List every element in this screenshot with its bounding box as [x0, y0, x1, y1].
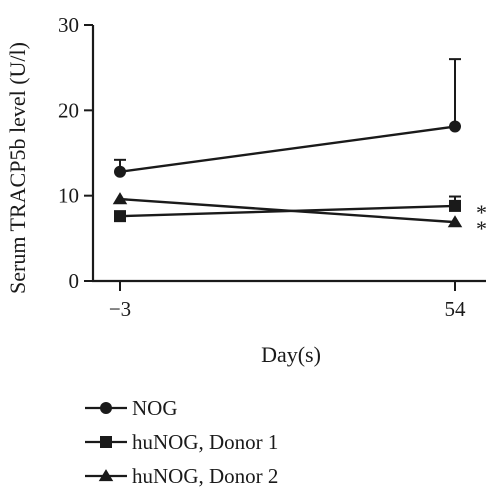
series-line-1	[119, 125, 456, 173]
legend-marker	[100, 402, 112, 414]
legend: NOG huNOG, Donor 1 huNOG, Donor 2	[85, 396, 278, 488]
legend-label: huNOG, Donor 2	[132, 464, 278, 488]
y-axis-label: Serum TRACP5b level (U/l)	[5, 42, 30, 294]
legend-label: huNOG, Donor 1	[132, 430, 278, 454]
y-tick-label: 30	[58, 13, 79, 37]
y-tick-label: 10	[58, 184, 79, 208]
data-point	[449, 120, 461, 133]
significance-marker: *	[476, 216, 486, 241]
annotations: **	[476, 200, 486, 241]
y-tick-label: 20	[58, 98, 79, 122]
x-tick-label: −3	[109, 297, 131, 321]
series-line-3	[119, 197, 456, 224]
data-point	[449, 199, 461, 212]
series-markers	[112, 120, 463, 228]
legend-marker	[100, 436, 112, 448]
x-tick-label: 54	[445, 297, 467, 321]
x-axis-label: Day(s)	[261, 342, 321, 367]
data-point	[114, 210, 126, 223]
axes: 0 10 20 30 −3 54 Day(s) Serum TRACP5b level (U/…	[5, 13, 486, 367]
significance-marker: *	[476, 200, 486, 225]
legend-label: NOG	[132, 396, 178, 420]
legend-marker	[98, 469, 114, 482]
data-point	[112, 192, 128, 205]
y-tick-label: 0	[69, 269, 80, 293]
series-lines	[119, 125, 456, 224]
data-point	[447, 215, 463, 228]
data-point	[114, 165, 126, 178]
